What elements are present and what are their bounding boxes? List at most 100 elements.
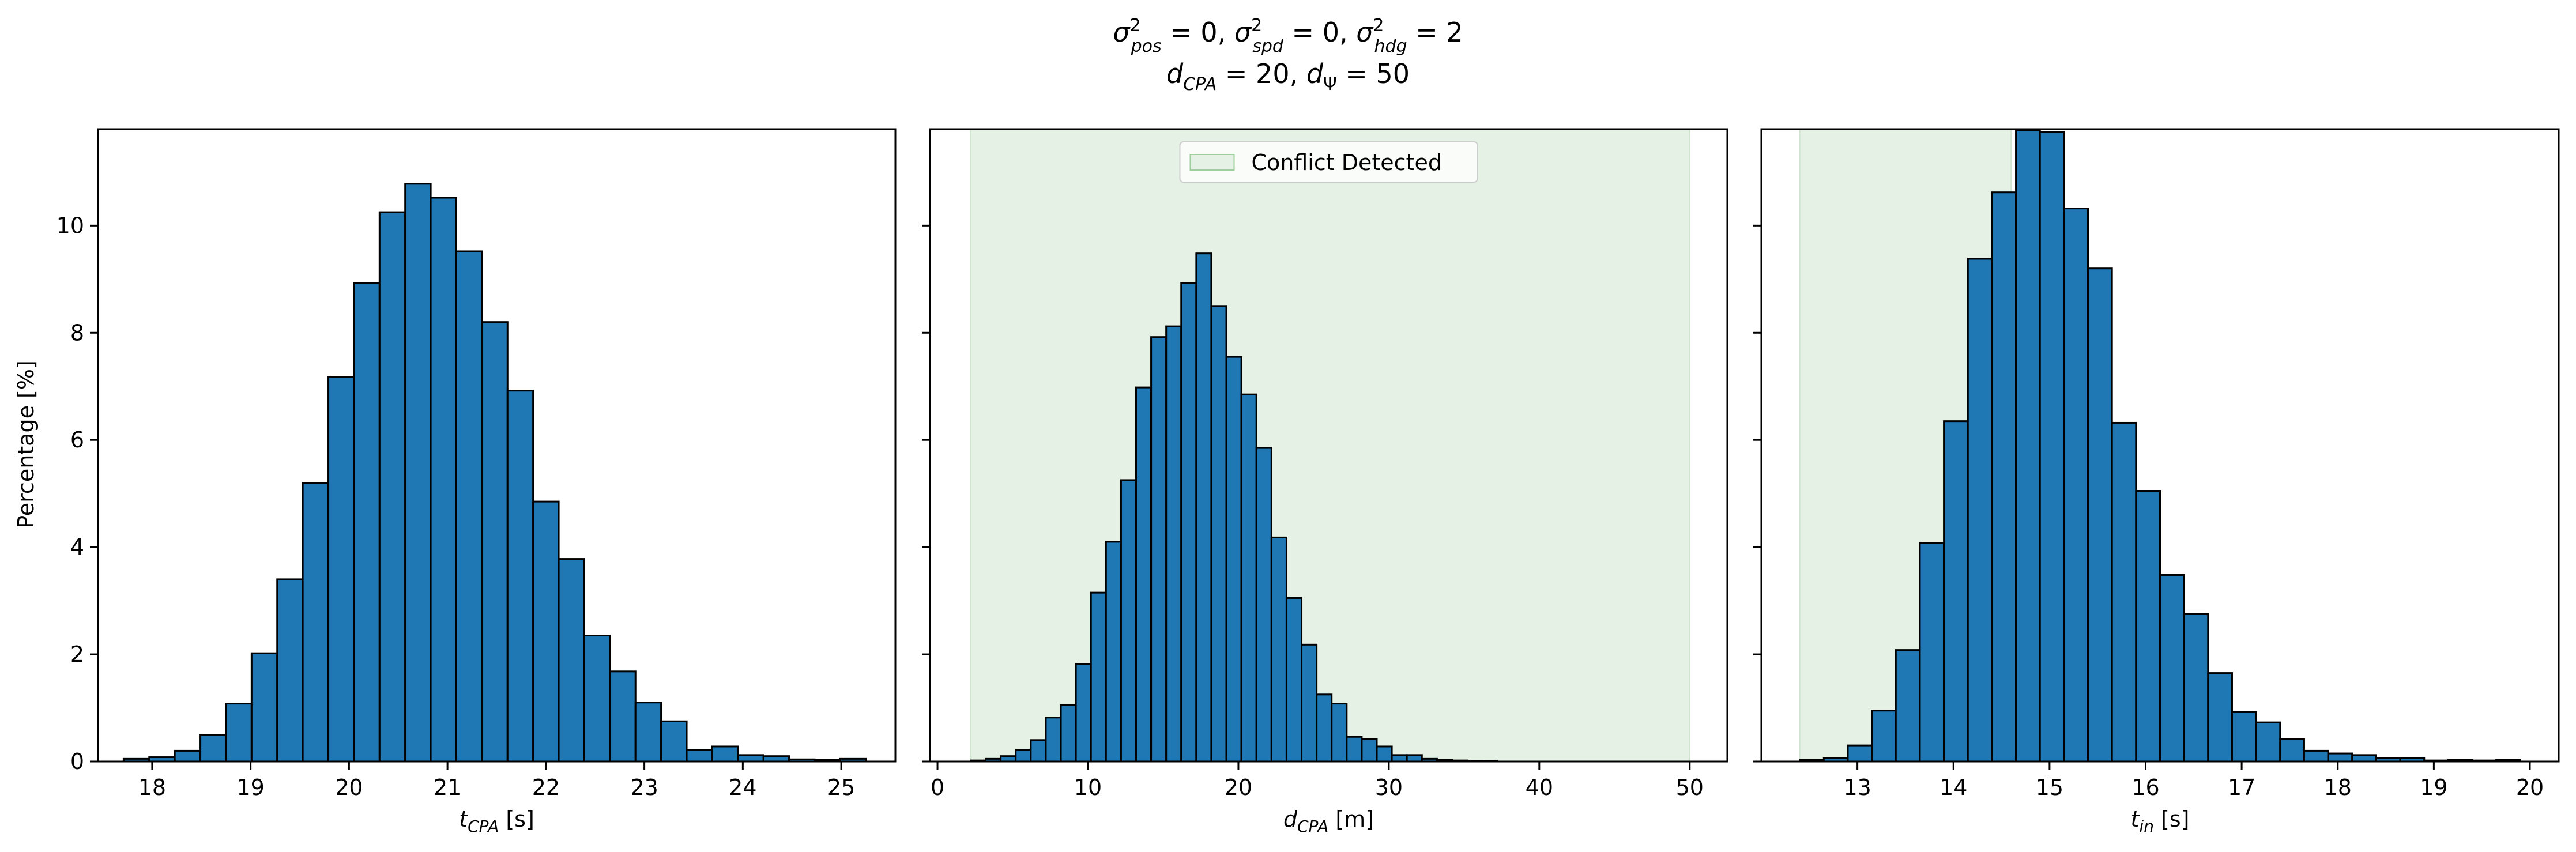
histogram-bar <box>1406 754 1423 761</box>
histogram-bar <box>404 183 432 761</box>
histogram-bar <box>2111 421 2137 761</box>
histogram-bar <box>1150 336 1168 761</box>
histogram-bar <box>1361 738 1378 761</box>
histogram-bar <box>1120 479 1137 761</box>
histogram-bar <box>1316 693 1333 761</box>
histogram-bar <box>1991 191 2017 761</box>
histogram-bar <box>353 282 381 761</box>
y-axis-label: Percentage [%] <box>13 360 39 529</box>
histogram-bar <box>2087 267 2113 761</box>
histogram-bar <box>634 702 662 761</box>
histogram-bar <box>686 749 713 761</box>
histogram-bar <box>1270 536 1287 761</box>
x-ticks: 18 19 20 21 22 23 24 25 <box>138 761 855 800</box>
histogram-bar <box>199 734 227 761</box>
histogram-bar <box>302 482 330 761</box>
histogram-bar <box>2159 574 2185 761</box>
histogram-bar <box>1346 736 1363 761</box>
histogram-bar <box>1301 643 1318 761</box>
y-tick-label: 8 <box>70 320 84 345</box>
histogram-bar <box>1045 717 1062 761</box>
histogram-bar <box>1030 739 1047 761</box>
histogram-bar <box>583 635 611 761</box>
x-tick-label: 50 <box>1676 775 1704 800</box>
axes-frame <box>97 128 897 763</box>
histogram-bar <box>455 250 483 761</box>
x-tick-label: 0 <box>931 775 944 800</box>
histogram-bar <box>2015 129 2041 761</box>
histogram-bar <box>1180 282 1197 761</box>
y-tick-label: 6 <box>70 427 84 453</box>
histogram-bar <box>711 745 739 761</box>
legend-swatch <box>1189 154 1235 171</box>
axes-frame <box>929 128 1728 763</box>
histogram-bar <box>1967 258 1993 761</box>
x-tick-label: 13 <box>1843 775 1871 800</box>
histogram-bar <box>558 558 585 761</box>
histogram-bar <box>1391 754 1408 761</box>
figure-title-line1: σ2 pos = 0, σ2 spd = 0, σ2 hdg = 2 <box>1113 16 1463 56</box>
bars-layer <box>1799 129 2521 761</box>
x-tick-label: 15 <box>2036 775 2063 800</box>
y-ticks: 0 2 4 6 8 10 <box>57 213 98 774</box>
y-tick-label: 0 <box>70 749 84 774</box>
histogram-bar <box>174 749 202 761</box>
x-axis-label: tCPA [s] <box>459 806 534 836</box>
histogram-bar <box>1060 704 1077 761</box>
histogram-bar <box>225 703 253 761</box>
histogram-bar <box>378 211 406 761</box>
x-tick-label: 23 <box>630 775 658 800</box>
y-tick-label: 10 <box>57 213 84 238</box>
x-tick-label: 22 <box>532 775 560 800</box>
bars-layer <box>122 183 867 761</box>
axes-frame <box>1760 128 2560 763</box>
histogram-bar <box>1075 663 1092 761</box>
bars-layer <box>969 252 1498 761</box>
x-tick-label: 10 <box>1074 775 1102 800</box>
histogram-bar <box>1943 420 1969 761</box>
x-tick-label: 30 <box>1375 775 1403 800</box>
x-ticks: 13 14 15 16 17 18 19 20 <box>1843 761 2544 800</box>
histogram-bar <box>532 500 560 761</box>
x-axis-label: tin [s] <box>2131 806 2190 836</box>
histogram-bar <box>2231 711 2257 761</box>
legend: Conflict Detected <box>1179 141 1478 183</box>
histogram-bar <box>1285 597 1303 761</box>
histogram-bar <box>2183 613 2209 761</box>
x-tick-label: 17 <box>2228 775 2255 800</box>
histogram-bar <box>1847 744 1873 761</box>
x-tick-label: 25 <box>827 775 855 800</box>
histogram-panel-tin: 13 14 15 16 17 18 19 20 tin [s] <box>1753 128 2560 836</box>
histogram-bar <box>1210 305 1227 761</box>
histogram-bar <box>1195 252 1212 761</box>
histogram-bar <box>2255 721 2281 761</box>
histogram-bar <box>2351 754 2377 761</box>
x-tick-label: 14 <box>1939 775 1967 800</box>
histogram-bar <box>250 652 278 761</box>
x-tick-label: 20 <box>1225 775 1252 800</box>
legend-box <box>1179 141 1478 183</box>
histogram-bar <box>506 390 534 761</box>
histogram-bar <box>1015 749 1032 761</box>
histogram-bar <box>327 376 355 761</box>
histogram-bar <box>2063 208 2089 761</box>
histogram-bar <box>2303 749 2329 761</box>
histogram-bar <box>1225 356 1242 761</box>
y-tick-label: 4 <box>70 534 84 560</box>
y-ticks <box>922 224 930 763</box>
x-tick-label: 19 <box>236 775 264 800</box>
histogram-bar <box>1331 703 1348 761</box>
figure-title-line2: dCPA = 20, dΨ = 50 <box>1166 58 1410 95</box>
histogram-bar <box>276 578 304 761</box>
histogram-bar <box>660 720 688 761</box>
histogram-bar <box>737 754 764 761</box>
legend-label: Conflict Detected <box>1252 150 1442 175</box>
x-tick-label: 24 <box>729 775 756 800</box>
x-ticks: 0 10 20 30 40 50 <box>931 761 1704 800</box>
x-tick-label: 20 <box>2516 775 2544 800</box>
histogram-bar <box>1165 325 1182 761</box>
histogram-bar <box>1240 393 1257 761</box>
histogram-bar <box>1255 447 1272 761</box>
